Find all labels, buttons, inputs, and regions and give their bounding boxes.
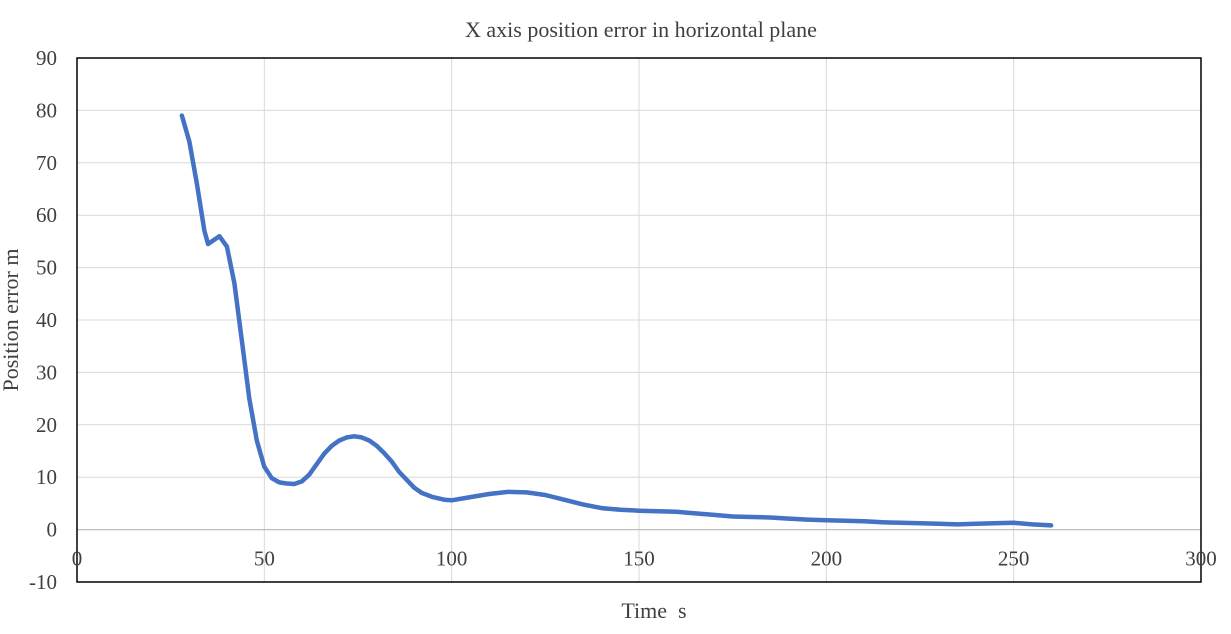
y-tick-label: 80 xyxy=(36,98,57,122)
data-point xyxy=(367,438,372,443)
data-point xyxy=(239,339,244,343)
data-point xyxy=(337,438,342,443)
data-point xyxy=(880,520,885,525)
data-point xyxy=(442,497,447,502)
y-tick-label: 30 xyxy=(36,360,57,384)
data-point xyxy=(580,502,585,507)
x-tick-label: 250 xyxy=(998,547,1030,571)
data-point xyxy=(1049,523,1054,528)
x-tick-label: 300 xyxy=(1185,547,1217,571)
x-axis-tick-labels: 0 50 100 150 200 250 300 xyxy=(72,547,1217,571)
data-point xyxy=(382,451,387,456)
data-point xyxy=(209,239,214,244)
data-point xyxy=(487,492,492,496)
data-point xyxy=(1030,522,1035,527)
data-point xyxy=(674,509,679,514)
x-tick-label: 200 xyxy=(811,547,843,571)
data-point xyxy=(217,234,222,239)
data-point xyxy=(292,482,297,486)
data-point xyxy=(269,476,274,481)
data-point xyxy=(344,435,349,440)
data-point xyxy=(187,139,192,144)
data-point xyxy=(397,470,402,474)
data-point xyxy=(284,481,289,486)
gridlines xyxy=(76,57,1202,583)
data-point xyxy=(262,464,267,469)
data-point xyxy=(314,462,319,467)
x-tick-label: 0 xyxy=(72,547,83,571)
y-tick-label: 70 xyxy=(36,151,57,175)
data-point xyxy=(202,228,207,233)
y-tick-label: 20 xyxy=(36,413,57,437)
data-point xyxy=(936,521,941,526)
data-point xyxy=(247,396,252,401)
x-tick-label: 100 xyxy=(436,547,468,571)
x-tick-label: 150 xyxy=(623,547,655,571)
data-point xyxy=(618,507,623,512)
y-tick-label: 40 xyxy=(36,308,57,332)
data-point xyxy=(637,508,641,513)
data-point xyxy=(524,490,529,495)
data-point xyxy=(374,443,379,448)
data-point xyxy=(206,242,211,246)
data-point xyxy=(1011,520,1016,525)
data-point xyxy=(730,514,735,519)
data-point xyxy=(786,516,791,521)
data-point xyxy=(359,435,364,440)
data-point xyxy=(768,515,773,520)
data-point xyxy=(412,485,417,490)
data-point xyxy=(194,181,199,186)
y-axis-title: Position error m xyxy=(0,249,23,392)
chart-title: X axis position error in horizontal plan… xyxy=(465,17,817,42)
x-axis-title: Time s xyxy=(621,598,686,623)
data-point xyxy=(918,521,922,526)
y-tick-label: 90 xyxy=(36,46,57,70)
data-point xyxy=(955,522,960,527)
data-point xyxy=(843,518,848,523)
data-point xyxy=(329,443,334,448)
data-point xyxy=(824,518,829,523)
data-point xyxy=(861,519,866,524)
data-point xyxy=(352,434,357,439)
data-point xyxy=(899,520,904,525)
data-point xyxy=(179,113,184,118)
data-point xyxy=(599,506,604,511)
data-point xyxy=(224,244,229,249)
y-axis-tick-labels: -10 0 10 20 30 40 50 60 70 80 90 xyxy=(29,46,57,594)
data-point xyxy=(992,521,997,526)
y-tick-label: 10 xyxy=(36,465,57,489)
data-point xyxy=(543,493,548,497)
data-point xyxy=(974,521,979,526)
x-tick-label: 50 xyxy=(254,547,275,571)
data-point xyxy=(404,477,409,482)
data-point xyxy=(430,495,435,500)
data-point xyxy=(749,515,754,519)
plot-area-border xyxy=(76,57,1202,583)
data-point xyxy=(805,517,810,522)
data-point xyxy=(277,480,282,485)
y-tick-label: -10 xyxy=(29,570,57,594)
y-tick-label: 50 xyxy=(36,256,57,280)
data-point xyxy=(254,438,259,443)
data-point xyxy=(449,498,454,503)
data-point xyxy=(693,511,698,516)
data-point xyxy=(505,489,510,494)
y-tick-label: 0 xyxy=(47,518,58,542)
data-point xyxy=(419,490,424,495)
data-point xyxy=(307,472,312,477)
data-point xyxy=(389,459,394,464)
data-point xyxy=(562,497,567,502)
data-point xyxy=(468,495,473,500)
data-point xyxy=(232,281,237,286)
series-group xyxy=(179,113,1054,528)
data-point xyxy=(655,509,660,514)
data-point xyxy=(711,512,716,517)
data-point xyxy=(322,451,327,456)
y-tick-label: 60 xyxy=(36,203,57,227)
data-point xyxy=(299,479,304,484)
